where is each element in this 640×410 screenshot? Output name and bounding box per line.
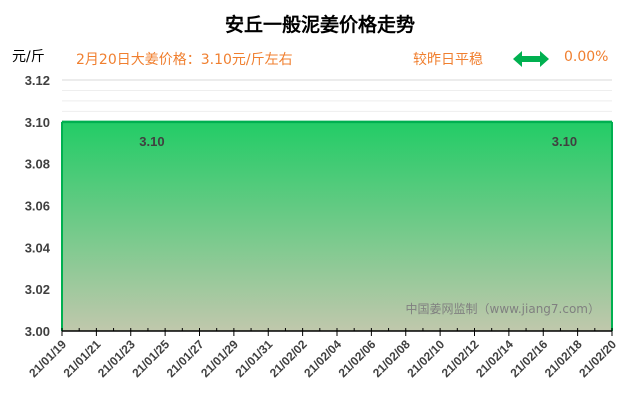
price-text: 2月20日大姜价格：3.10元/斤左右 bbox=[76, 52, 293, 68]
y-tick-label: 3.10 bbox=[25, 115, 50, 130]
y-tick-label: 3.06 bbox=[25, 199, 50, 214]
y-tick-label: 3.02 bbox=[25, 282, 50, 297]
change-text: 较昨日平稳 bbox=[413, 52, 483, 68]
double-arrow-icon bbox=[513, 51, 549, 67]
change-percent: 0.00% bbox=[564, 49, 609, 65]
y-axis-unit: 元/斤 bbox=[12, 49, 45, 65]
x-tick-label: 21/02/20 bbox=[576, 337, 619, 380]
data-label: 3.10 bbox=[552, 134, 577, 149]
y-tick-label: 3.00 bbox=[25, 324, 50, 339]
data-label: 3.10 bbox=[139, 134, 164, 149]
y-tick-label: 3.08 bbox=[25, 157, 50, 172]
price-area bbox=[62, 121, 612, 331]
watermark: 中国姜网监制（www.jiang7.com） bbox=[406, 301, 600, 316]
y-tick-label: 3.04 bbox=[25, 240, 51, 255]
chart-title: 安丘一般泥姜价格走势 bbox=[224, 14, 415, 36]
y-tick-label: 3.12 bbox=[25, 73, 50, 88]
